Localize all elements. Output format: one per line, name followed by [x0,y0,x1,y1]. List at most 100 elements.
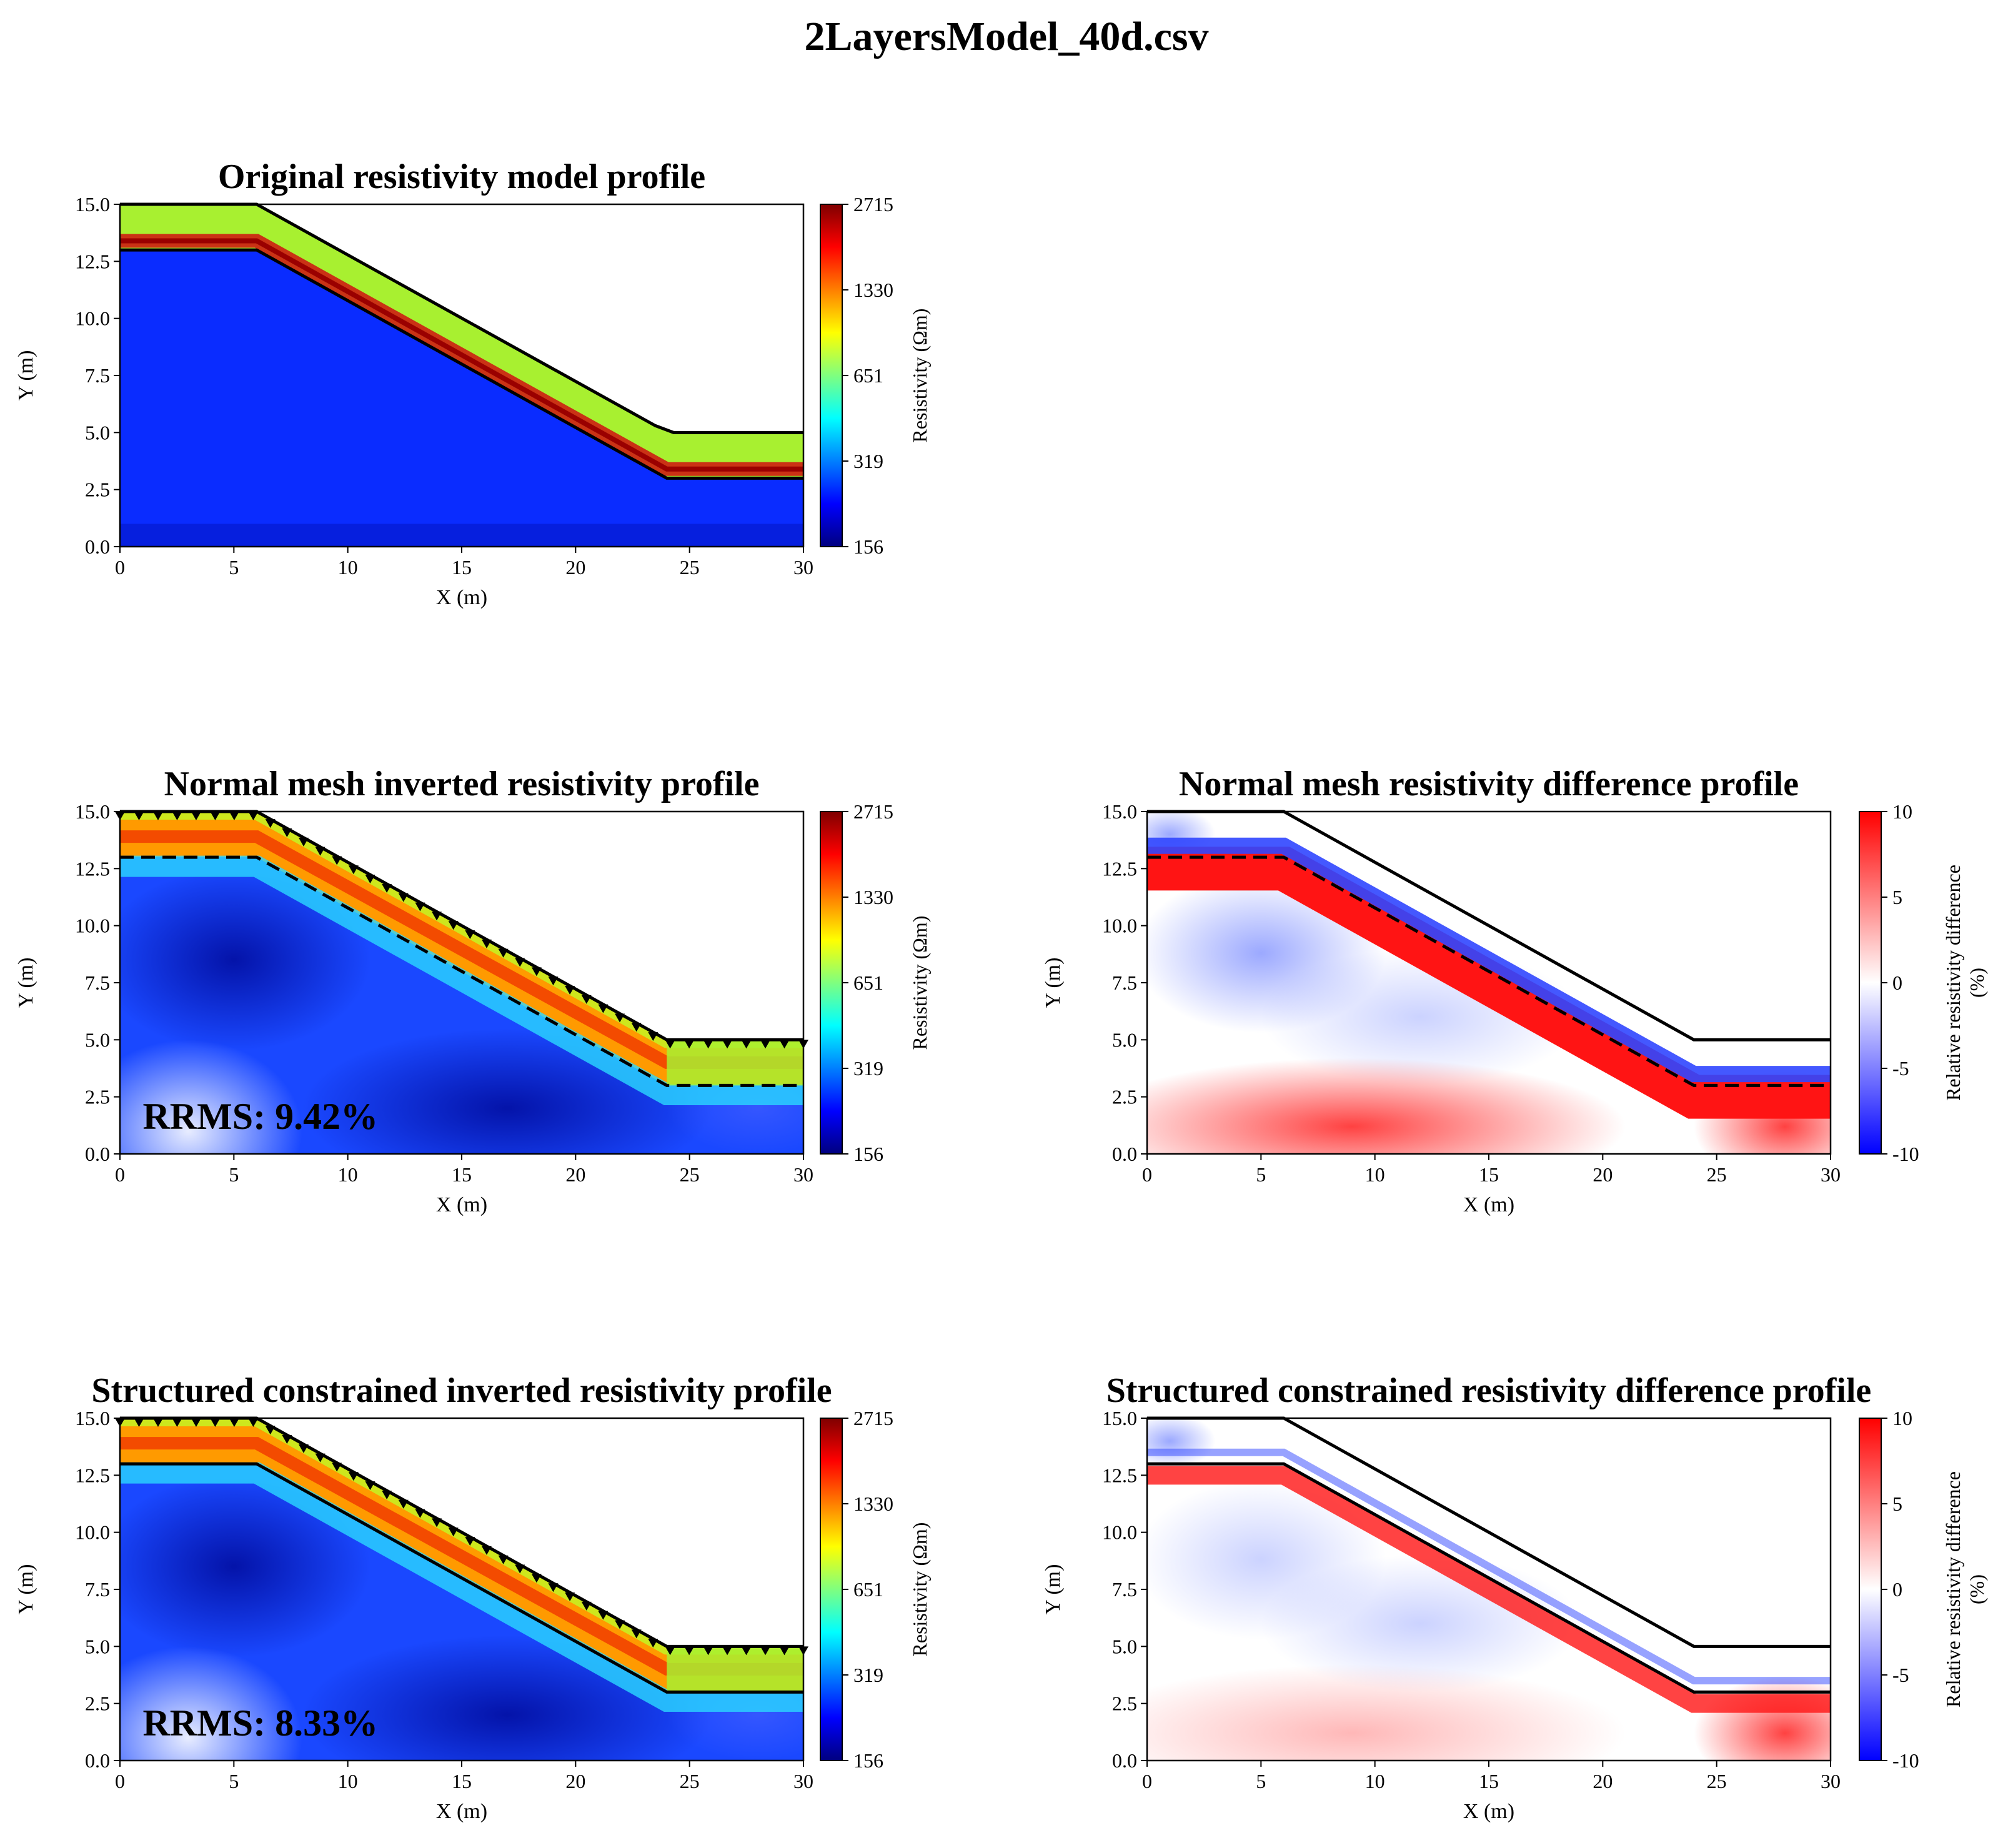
x-tick-label: 0 [1142,1770,1152,1792]
y-tick-label: 7.5 [1112,971,1137,994]
electrode-marker [498,948,509,958]
colorbar-tick-label: 5 [1892,1493,1902,1515]
negative-difference-band [1147,1448,1831,1685]
electrode-marker [760,1040,771,1049]
y-tick-label: 0.0 [85,1143,110,1165]
y-tick-label: 15.0 [1102,1407,1137,1429]
x-tick-label: 0 [115,1163,125,1186]
y-axis-label: Y (m) [1041,958,1065,1008]
base-shade [120,524,803,547]
colorbar-label: Resistivity (Ωm) [908,1523,931,1657]
x-tick-label: 5 [1256,1163,1266,1186]
transition-band [120,1462,803,1712]
model-domain [120,1418,803,1761]
electrode-marker [382,883,392,893]
x-tick-label: 5 [229,1163,239,1186]
colorbar-label: Resistivity (Ωm) [908,916,931,1050]
y-tick-label: 12.5 [1102,857,1137,880]
layer-interface-line [120,248,803,480]
electrode-marker [565,986,575,995]
x-tick-label: 20 [565,556,585,579]
y-tick-label: 5.0 [85,421,110,444]
electrode-marker [615,1013,625,1023]
electrode-marker [465,1537,475,1546]
x-tick-label: 10 [1365,1163,1385,1186]
x-tick-label: 0 [115,556,125,579]
colorbar-tick-label: -5 [1892,1057,1909,1080]
electrode-marker [398,893,409,902]
y-axis-label: Y (m) [14,350,37,401]
y-tick-label: 2.5 [85,479,110,501]
y-tick-label: 10.0 [75,1521,110,1544]
electrode-marker [779,1646,790,1656]
colorbar-label-line: (%) [1966,1574,1988,1604]
electrode-marker [548,976,559,986]
electrode-marker [515,1564,525,1574]
electrode-marker [282,1435,292,1444]
colorbar-tick-label: 0 [1892,971,1902,994]
low-coverage-zone [120,1646,302,1761]
electrode-marker [648,1639,659,1648]
model-domain [120,812,803,1154]
electrode-marker [348,1472,359,1481]
x-tick-label: 25 [680,1770,700,1792]
electrode-marker [531,1574,542,1583]
x-tick-label: 30 [793,1163,813,1186]
x-tick-label: 30 [793,556,813,579]
x-tick-label: 5 [1256,1770,1266,1792]
electrode-marker [481,939,492,948]
panel-structured-inversion: 0 5 10 15 20 25 30 0.0 2.5 5.0 7.5 10.0 12.5 15.0 X (m… [14,1371,931,1823]
electrode-marker [265,1426,276,1435]
colorbar-tick-label: -5 [1892,1664,1909,1686]
electrode-marker [398,1499,409,1509]
layer-interface-line [120,1462,803,1694]
colorbar-tick-label: 156 [853,535,883,558]
electrode-marker [365,1481,375,1491]
electrode-marker [365,875,375,884]
x-tick-label: 30 [1821,1770,1841,1792]
x-tick-label: 15 [452,1770,472,1792]
y-tick-label: 7.5 [85,971,110,994]
colorbar-label: Relative resistivity difference(%) [1942,865,1988,1101]
low-coverage-zone [120,1040,302,1154]
electrode-marker [760,1646,771,1656]
panel-normal-inversion: 0 5 10 15 20 25 30 0.0 2.5 5.0 7.5 10.0 12.5 15.0 X (m… [14,765,931,1216]
colorbar [820,204,843,547]
y-tick-label: 2.5 [85,1086,110,1108]
colorbar-tick-label: 156 [853,1143,883,1165]
x-axis-label: X (m) [436,1193,487,1216]
y-tick-label: 0.0 [85,535,110,558]
x-tick-label: 25 [1707,1163,1727,1186]
y-tick-label: 0.0 [1112,1143,1137,1165]
model-domain [1147,812,1831,1154]
panel-title: Structured constrained resistivity diffe… [1106,1371,1872,1410]
electrode-marker [779,1040,790,1049]
y-tick-label: 10.0 [1102,915,1137,937]
electrode-marker [248,1418,259,1427]
transition-band [120,855,803,1106]
y-tick-label: 12.5 [75,1464,110,1486]
electrode-marker [531,967,542,976]
electrode-marker [684,1646,695,1656]
electrode-marker [315,1453,326,1463]
colorbar-tick-label: 1330 [853,279,893,301]
electrode-marker [332,1463,342,1472]
right-terrace [667,1040,803,1086]
y-tick-label: 15.0 [75,193,110,216]
y-tick-label: 7.5 [85,364,110,387]
electrode-marker [134,1418,144,1427]
electrode-marker [229,812,239,820]
electrode-marker [332,856,342,865]
colorbar-tick-label: 651 [853,971,883,994]
electrode-marker [631,1629,642,1639]
electrode-marker [382,1490,392,1499]
x-tick-label: 25 [680,556,700,579]
colorbar-tick-label: 319 [853,450,883,472]
rrms-annotation: RRMS: 8.33% [142,1702,378,1744]
x-tick-label: 25 [1707,1770,1727,1792]
electrode-marker [548,1583,559,1592]
colorbar-tick-label: 319 [853,1664,883,1686]
electrode-marker [684,1040,695,1049]
colorbar-tick-label: 0 [1892,1578,1902,1601]
electrode-marker [631,1023,642,1032]
